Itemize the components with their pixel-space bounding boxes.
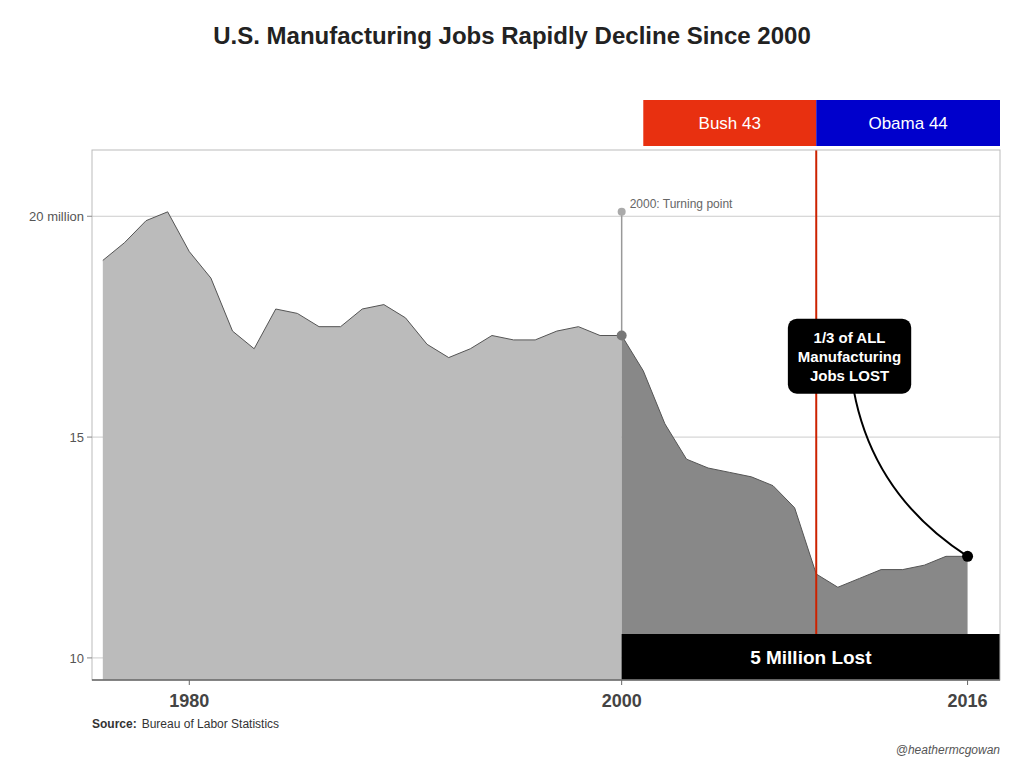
y-tick <box>87 216 92 217</box>
y-tick <box>87 437 92 438</box>
period-box <box>816 100 1000 146</box>
annotation-box-bg <box>788 319 911 394</box>
x-tick-label: 2000 <box>602 691 642 711</box>
grid-line <box>92 216 1000 217</box>
turning-point-line <box>621 212 623 336</box>
period-label: Obama 44 <box>868 114 947 133</box>
plot-area <box>103 150 1000 680</box>
x-tick <box>189 680 190 685</box>
annotation-line: Jobs LOST <box>810 367 889 384</box>
title: U.S. Manufacturing Jobs Rapidly Decline … <box>213 22 811 49</box>
y-tick-label: 10 <box>70 651 84 666</box>
y-axis: 10 15 20 million <box>29 209 92 666</box>
annotation-box: 1/3 of ALL Manufacturing Jobs LOST <box>788 319 911 394</box>
turning-point-dot <box>617 331 627 341</box>
y-tick <box>87 657 92 658</box>
turning-point-top <box>618 208 626 216</box>
area-outline <box>103 212 622 358</box>
annotation-line: 1/3 of ALL <box>814 329 886 346</box>
loss-label: 5 Million Lost <box>750 647 872 668</box>
x-axis <box>92 679 1000 681</box>
annotation-line: Manufacturing <box>798 348 901 365</box>
source-label: Source: <box>92 717 137 731</box>
chart: U.S. Manufacturing Jobs Rapidly Decline … <box>0 0 1024 768</box>
annotation-text: 1/3 of ALL Manufacturing Jobs LOST <box>798 329 901 384</box>
area <box>103 212 622 680</box>
source: Source: Bureau of Labor Statistics <box>92 717 279 731</box>
x-tick <box>621 680 622 685</box>
x-tick-label: 1980 <box>169 691 209 711</box>
period: Obama 44 <box>816 100 1000 146</box>
y-tick-label: 15 <box>70 430 84 445</box>
divider <box>815 150 817 680</box>
period-box <box>643 100 816 146</box>
y-tick-label: 20 million <box>29 209 84 224</box>
period-label: Bush 43 <box>699 114 761 133</box>
x-tick <box>967 680 968 685</box>
period: Bush 43 <box>643 100 816 146</box>
x-axis-ticks: 1980 2000 2016 <box>169 680 987 711</box>
end-dot <box>962 551 973 562</box>
loss-bar <box>622 634 1000 680</box>
plot-frame <box>92 150 1000 680</box>
x-tick-label: 2016 <box>948 691 988 711</box>
credit: @heathermcgowan <box>896 743 1001 757</box>
turning-point-label: 2000: Turning point <box>630 197 733 211</box>
source-text: Bureau of Labor Statistics <box>142 717 279 731</box>
